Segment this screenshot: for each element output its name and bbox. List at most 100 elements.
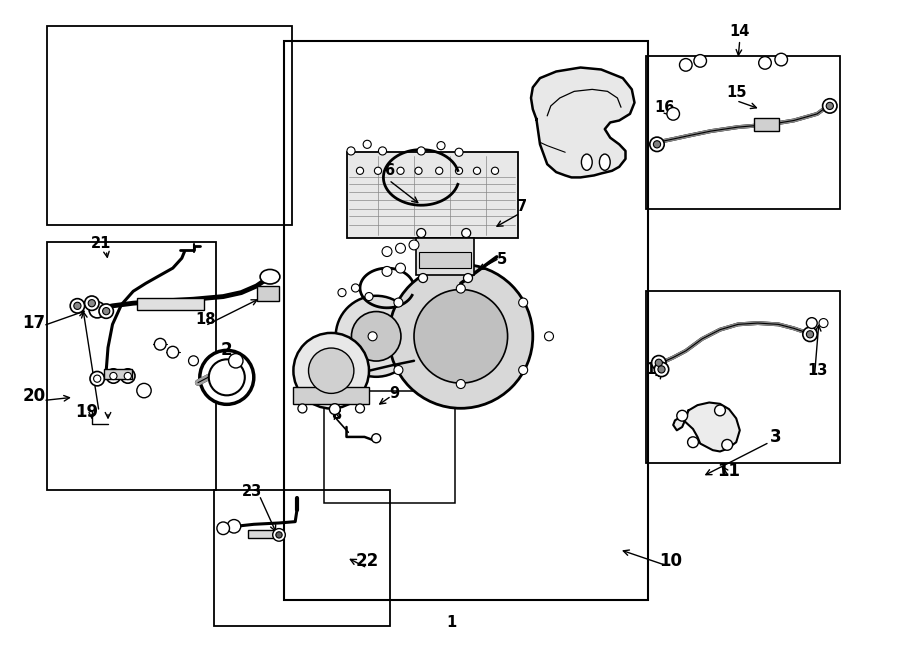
Ellipse shape (803, 327, 817, 342)
Polygon shape (531, 68, 634, 177)
Ellipse shape (372, 434, 381, 443)
Ellipse shape (228, 520, 241, 533)
Ellipse shape (456, 379, 465, 389)
Ellipse shape (410, 240, 419, 250)
Ellipse shape (309, 348, 354, 393)
Bar (248, 530, 274, 538)
Ellipse shape (518, 298, 527, 307)
Ellipse shape (688, 437, 698, 448)
Ellipse shape (88, 300, 95, 307)
Ellipse shape (806, 331, 814, 338)
Ellipse shape (417, 228, 426, 238)
Ellipse shape (273, 528, 285, 542)
Ellipse shape (364, 140, 372, 148)
Text: 6: 6 (383, 164, 394, 178)
Ellipse shape (155, 338, 166, 350)
Ellipse shape (806, 318, 817, 328)
Ellipse shape (356, 404, 364, 413)
Text: 5: 5 (497, 252, 508, 267)
Ellipse shape (336, 296, 417, 377)
Ellipse shape (352, 284, 360, 292)
Text: 22: 22 (356, 552, 379, 571)
Ellipse shape (581, 154, 592, 170)
Ellipse shape (167, 346, 179, 358)
Ellipse shape (667, 107, 680, 120)
Ellipse shape (356, 167, 364, 174)
Ellipse shape (106, 369, 121, 383)
Ellipse shape (329, 404, 340, 414)
Text: 8: 8 (331, 407, 342, 422)
Ellipse shape (396, 263, 406, 273)
Bar (754, 118, 779, 131)
Ellipse shape (473, 167, 481, 174)
Text: 20: 20 (22, 387, 46, 405)
Ellipse shape (694, 54, 706, 68)
Polygon shape (673, 402, 740, 451)
Bar (284, 41, 648, 600)
Ellipse shape (677, 410, 688, 421)
Ellipse shape (658, 366, 665, 373)
Ellipse shape (823, 99, 837, 113)
Ellipse shape (347, 147, 356, 155)
Ellipse shape (137, 383, 151, 398)
Ellipse shape (94, 375, 101, 382)
Ellipse shape (715, 405, 725, 416)
Text: 16: 16 (654, 100, 674, 115)
Bar (256, 286, 279, 301)
Ellipse shape (110, 373, 117, 379)
Ellipse shape (418, 273, 427, 283)
Ellipse shape (189, 356, 199, 365)
Bar (47, 242, 216, 490)
Ellipse shape (653, 141, 661, 148)
Ellipse shape (655, 359, 662, 366)
Ellipse shape (544, 332, 554, 341)
Ellipse shape (293, 333, 369, 408)
Ellipse shape (74, 303, 81, 309)
Ellipse shape (722, 440, 733, 450)
Ellipse shape (70, 299, 85, 313)
Ellipse shape (298, 404, 307, 413)
Ellipse shape (462, 228, 471, 238)
Ellipse shape (209, 359, 245, 395)
Ellipse shape (819, 318, 828, 328)
Bar (293, 387, 369, 404)
Ellipse shape (396, 244, 406, 253)
Text: 18: 18 (195, 312, 215, 326)
Ellipse shape (103, 308, 110, 314)
Ellipse shape (491, 167, 499, 174)
Text: 10: 10 (659, 552, 682, 571)
Bar (47, 26, 292, 225)
Text: 19: 19 (75, 402, 98, 421)
Ellipse shape (276, 532, 283, 538)
Bar (646, 56, 840, 209)
Bar (646, 291, 840, 463)
Text: 12: 12 (645, 362, 665, 377)
Bar (137, 298, 204, 310)
Ellipse shape (436, 167, 443, 174)
Ellipse shape (456, 284, 465, 293)
Ellipse shape (365, 293, 374, 301)
Text: 2: 2 (221, 340, 232, 359)
Ellipse shape (382, 247, 392, 256)
Ellipse shape (85, 296, 99, 310)
Bar (104, 369, 132, 379)
Text: 7: 7 (517, 199, 527, 214)
Ellipse shape (680, 58, 692, 71)
Ellipse shape (759, 56, 771, 70)
Text: 9: 9 (389, 386, 400, 401)
Ellipse shape (599, 154, 610, 170)
Text: 23: 23 (242, 484, 262, 498)
Ellipse shape (455, 167, 463, 174)
Ellipse shape (652, 355, 666, 370)
Ellipse shape (90, 371, 104, 386)
Ellipse shape (99, 304, 113, 318)
Ellipse shape (414, 289, 508, 383)
Ellipse shape (352, 312, 401, 361)
Ellipse shape (217, 522, 230, 535)
Ellipse shape (518, 365, 527, 375)
Ellipse shape (229, 354, 243, 368)
Ellipse shape (394, 365, 403, 375)
Bar (418, 252, 471, 268)
Ellipse shape (200, 350, 254, 404)
Ellipse shape (379, 147, 387, 155)
